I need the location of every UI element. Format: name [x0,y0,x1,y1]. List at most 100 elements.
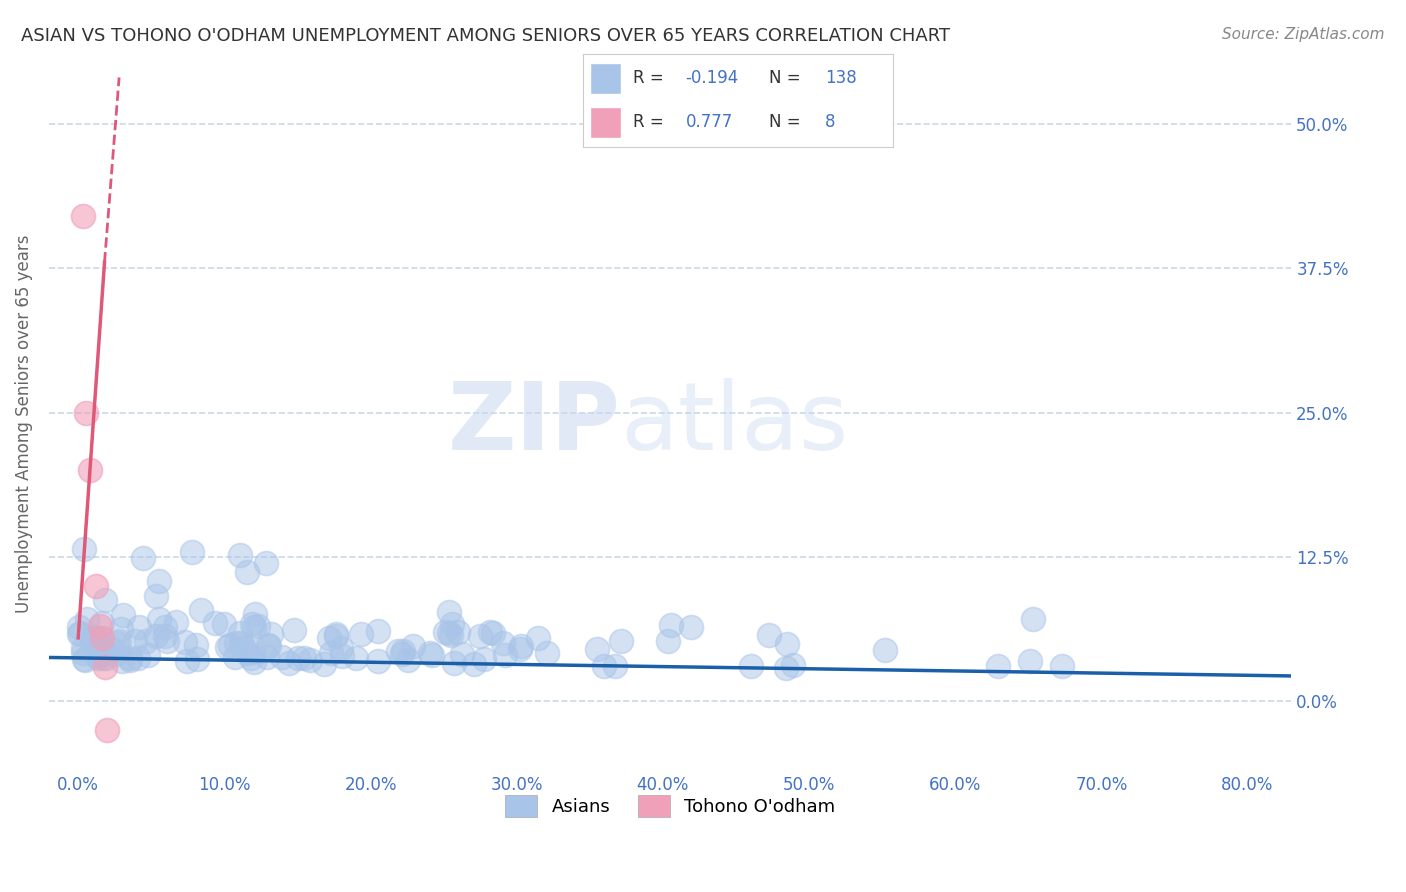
Point [312,657,335,671]
Point [181,545,204,559]
Point [67,627,90,641]
Point [419,646,441,660]
Text: N =: N = [769,113,806,131]
Point [110,623,132,637]
Point [112,608,135,623]
Point [236,646,259,660]
Point [494,648,516,662]
Point [775,661,797,675]
Point [73,653,96,667]
Point [491,636,513,650]
Point [873,643,896,657]
Point [398,652,420,666]
Point [127,651,149,665]
Point [72,209,94,223]
Point [243,607,266,622]
Point [76,612,98,626]
Text: R =: R = [633,70,669,87]
Point [242,656,264,670]
Text: ASIAN VS TOHONO O'ODHAM UNEMPLOYMENT AMONG SENIORS OVER 65 YEARS CORRELATION CHA: ASIAN VS TOHONO O'ODHAM UNEMPLOYMENT AMO… [21,27,950,45]
Point [298,653,321,667]
Point [72,646,94,660]
Point [67,620,90,634]
Point [463,657,485,672]
Point [440,617,463,632]
Point [1022,612,1045,626]
Point [93,659,115,673]
Point [527,631,550,645]
Point [437,605,460,619]
Point [148,612,170,626]
Point [510,639,533,653]
Point [240,617,263,632]
Point [659,617,682,632]
Point [87,650,110,665]
Point [72,652,94,666]
Point [987,658,1010,673]
Point [657,634,679,648]
Point [173,635,195,649]
Point [219,638,242,652]
Point [350,626,373,640]
Point [321,646,343,660]
Point [94,651,117,665]
Point [437,625,460,640]
Point [118,653,141,667]
Point [86,632,108,646]
Point [89,619,111,633]
Point [145,629,167,643]
Point [204,616,226,631]
Point [89,639,111,653]
Point [271,649,294,664]
Point [155,620,177,634]
Point [90,631,112,645]
Point [148,574,170,589]
Point [434,625,457,640]
Point [330,649,353,664]
Text: R =: R = [633,113,669,131]
Point [387,644,409,658]
Point [740,659,762,673]
Point [93,593,115,607]
Point [287,651,309,665]
Point [108,634,131,648]
Point [610,633,633,648]
Point [443,656,465,670]
Point [72,641,94,656]
Point [782,657,804,672]
Point [75,405,97,419]
Point [775,637,797,651]
Point [1050,658,1073,673]
Point [536,646,558,660]
Point [128,619,150,633]
Point [87,648,110,662]
Point [482,626,505,640]
Point [243,620,266,634]
Text: atlas: atlas [620,378,849,470]
Point [478,624,501,639]
Point [593,659,616,673]
Point [87,632,110,647]
Point [468,629,491,643]
Point [603,659,626,673]
Point [283,623,305,637]
Point [135,633,157,648]
Point [82,630,104,644]
Point [260,627,283,641]
Point [132,550,155,565]
Point [474,651,496,665]
Point [186,652,208,666]
Point [176,655,198,669]
Text: 0.777: 0.777 [686,113,733,131]
Point [329,640,352,655]
Point [278,656,301,670]
Point [224,650,246,665]
Point [256,638,278,652]
Point [91,616,114,631]
Point [80,633,103,648]
Point [96,723,118,738]
Point [101,642,124,657]
Point [105,636,128,650]
Point [73,542,96,557]
Y-axis label: Unemployment Among Seniors over 65 years: Unemployment Among Seniors over 65 years [15,235,32,614]
